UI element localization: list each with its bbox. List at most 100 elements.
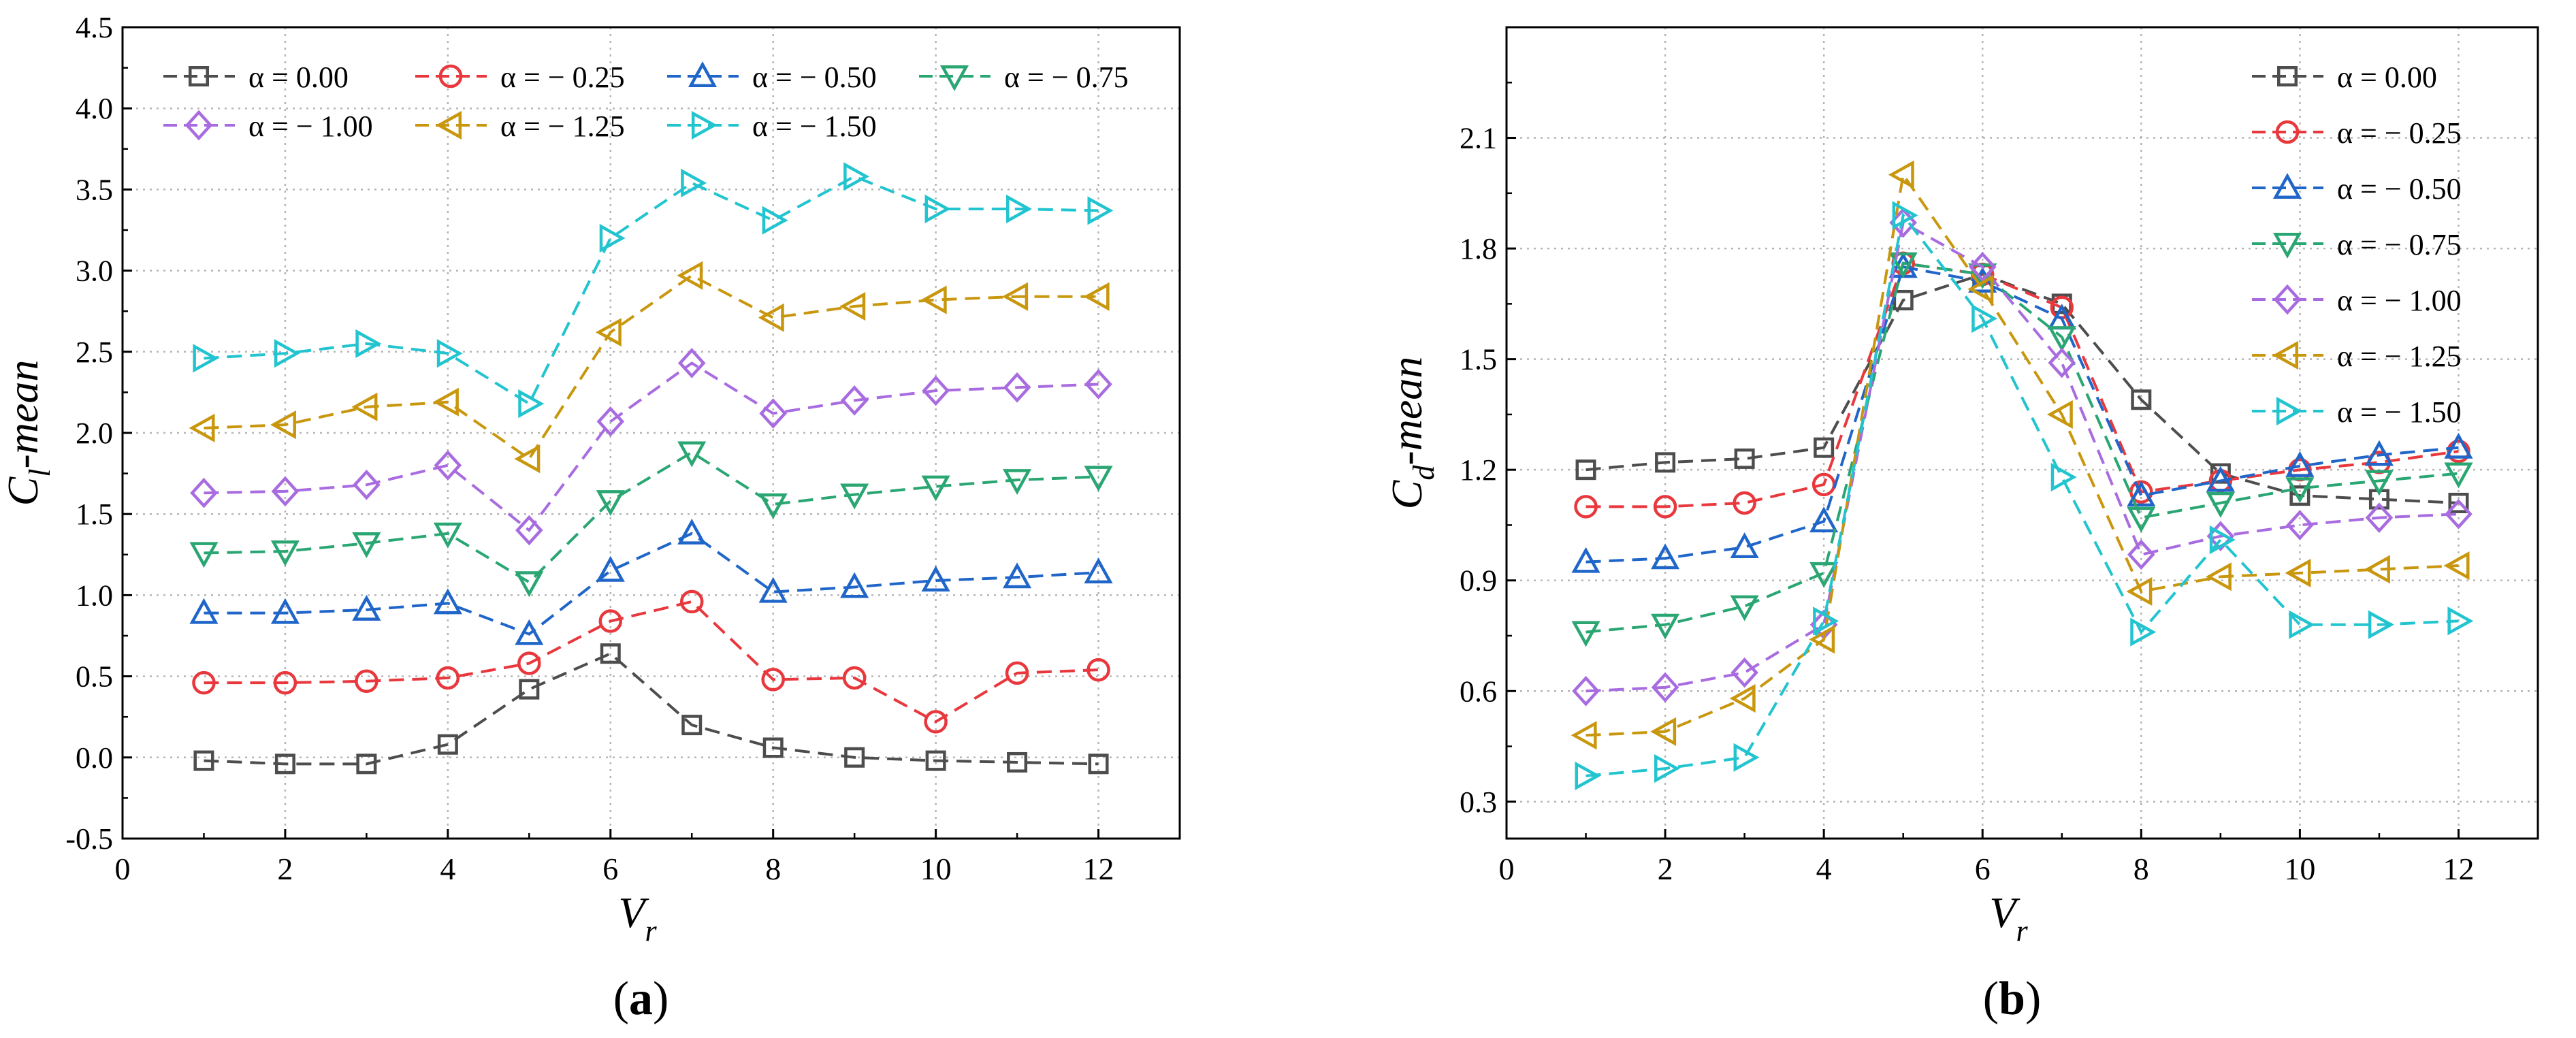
y-axis-label: Cd-mean	[1383, 357, 1440, 510]
data-point	[2285, 558, 2311, 587]
data-point	[2445, 498, 2473, 530]
data-point	[2048, 347, 2076, 378]
chart-panel-a: 0 2 4 6 8 10 12 -0.5 0.0 0.5 1.0 1.5 2.0 2.5 3.0 3.5 4.0…	[0, 11, 1181, 1025]
series-0	[1575, 264, 2469, 513]
y-tick-label: -0.5	[65, 822, 113, 856]
data-point	[1083, 282, 1110, 311]
series-line	[1585, 265, 2459, 564]
data-point	[1651, 672, 1679, 703]
data-point	[2206, 521, 2235, 552]
x-tick-label: 12	[1083, 852, 1114, 886]
data-point	[762, 206, 788, 235]
data-point	[2046, 400, 2073, 429]
data-point	[1813, 606, 1839, 636]
data-point	[519, 679, 540, 700]
x-axis-ticks: 0 2 4 6 8 10 12	[1499, 829, 2474, 886]
data-point	[437, 734, 458, 755]
data-point	[2447, 606, 2474, 636]
data-point	[515, 619, 544, 645]
data-point	[274, 753, 295, 775]
data-point	[1571, 547, 1600, 573]
data-point	[2127, 506, 2156, 533]
y-tick-label: 0.6	[1460, 675, 1497, 708]
legend-item: α = − 1.00	[2252, 284, 2462, 317]
legend-item: α = − 0.25	[415, 61, 625, 94]
panel-label-open: (	[1983, 973, 1999, 1025]
x-tick-label: 2	[1658, 852, 1673, 886]
series-5	[189, 261, 1110, 474]
data-point	[599, 223, 626, 253]
data-point	[193, 750, 214, 771]
y-tick-label: 0.5	[76, 660, 113, 694]
data-point	[598, 609, 623, 633]
data-point	[2130, 617, 2157, 647]
data-point	[2443, 551, 2470, 581]
data-point	[1651, 543, 1680, 570]
data-point	[595, 318, 622, 347]
grid	[1507, 27, 2538, 839]
series-line	[204, 651, 1099, 766]
data-point	[677, 518, 707, 545]
legend-marker	[184, 110, 213, 141]
data-point	[840, 385, 869, 416]
data-point	[758, 493, 788, 519]
data-point	[758, 303, 784, 332]
legend-marker	[2275, 120, 2300, 144]
data-point	[190, 477, 218, 508]
legend-label: α = − 0.50	[2337, 172, 2462, 206]
data-point	[2286, 510, 2314, 540]
data-point	[1088, 753, 1109, 775]
data-point	[1730, 657, 1758, 688]
series-line	[1585, 261, 2459, 634]
y-tick-label: 1.5	[1460, 343, 1497, 376]
series-line	[204, 274, 1099, 461]
data-point	[517, 651, 541, 675]
data-point	[840, 483, 869, 510]
grid	[123, 27, 1180, 839]
data-point	[274, 339, 300, 368]
y-tick-label: 1.2	[1460, 453, 1497, 487]
data-point	[2365, 502, 2394, 533]
legend: α = 0.00 α = − 0.25 α = − 0.50 α = − 0.75 α …	[2252, 61, 2462, 429]
series-2	[189, 518, 1113, 645]
y-axis-label-suffix: -mean	[0, 360, 47, 469]
legend-label: α = − 1.50	[2337, 395, 2462, 429]
x-axis-label-subscript: r	[645, 914, 657, 947]
series-3	[1571, 252, 2473, 647]
data-point	[434, 450, 462, 481]
data-point	[1003, 562, 1032, 589]
y-tick-label: 0.0	[76, 741, 113, 775]
y-tick-label: 0.3	[1460, 785, 1497, 819]
data-point	[1888, 252, 1918, 278]
data-point	[758, 577, 788, 603]
data-point	[1575, 459, 1596, 481]
y-tick-label: 2.0	[76, 417, 113, 450]
data-point	[844, 747, 865, 768]
data-point	[1734, 448, 1755, 469]
x-tick-label: 8	[2134, 852, 2149, 886]
data-point	[2131, 389, 2152, 410]
data-point	[1814, 437, 1835, 458]
data-point	[1809, 562, 1839, 588]
data-point	[351, 392, 378, 421]
data-point	[1888, 160, 1914, 189]
legend-label: α = 0.00	[248, 61, 349, 94]
data-point	[2209, 525, 2236, 555]
data-point	[436, 666, 460, 690]
legend-marker	[691, 110, 718, 140]
data-point	[515, 571, 544, 598]
series-4	[190, 348, 1112, 546]
data-point	[840, 572, 869, 598]
data-point	[1730, 532, 1759, 559]
y-axis-label-subscript: l	[23, 469, 57, 477]
legend-label: α = − 0.25	[500, 61, 625, 94]
data-point	[920, 285, 947, 314]
series-5	[1571, 160, 2470, 750]
data-point	[2368, 610, 2394, 639]
data-point	[1002, 282, 1029, 311]
data-point	[2047, 326, 2076, 353]
data-point	[1005, 661, 1029, 685]
legend-label: α = − 1.00	[248, 110, 373, 143]
series-line	[1585, 171, 2459, 737]
legend-item: α = − 0.50	[2252, 172, 2462, 206]
